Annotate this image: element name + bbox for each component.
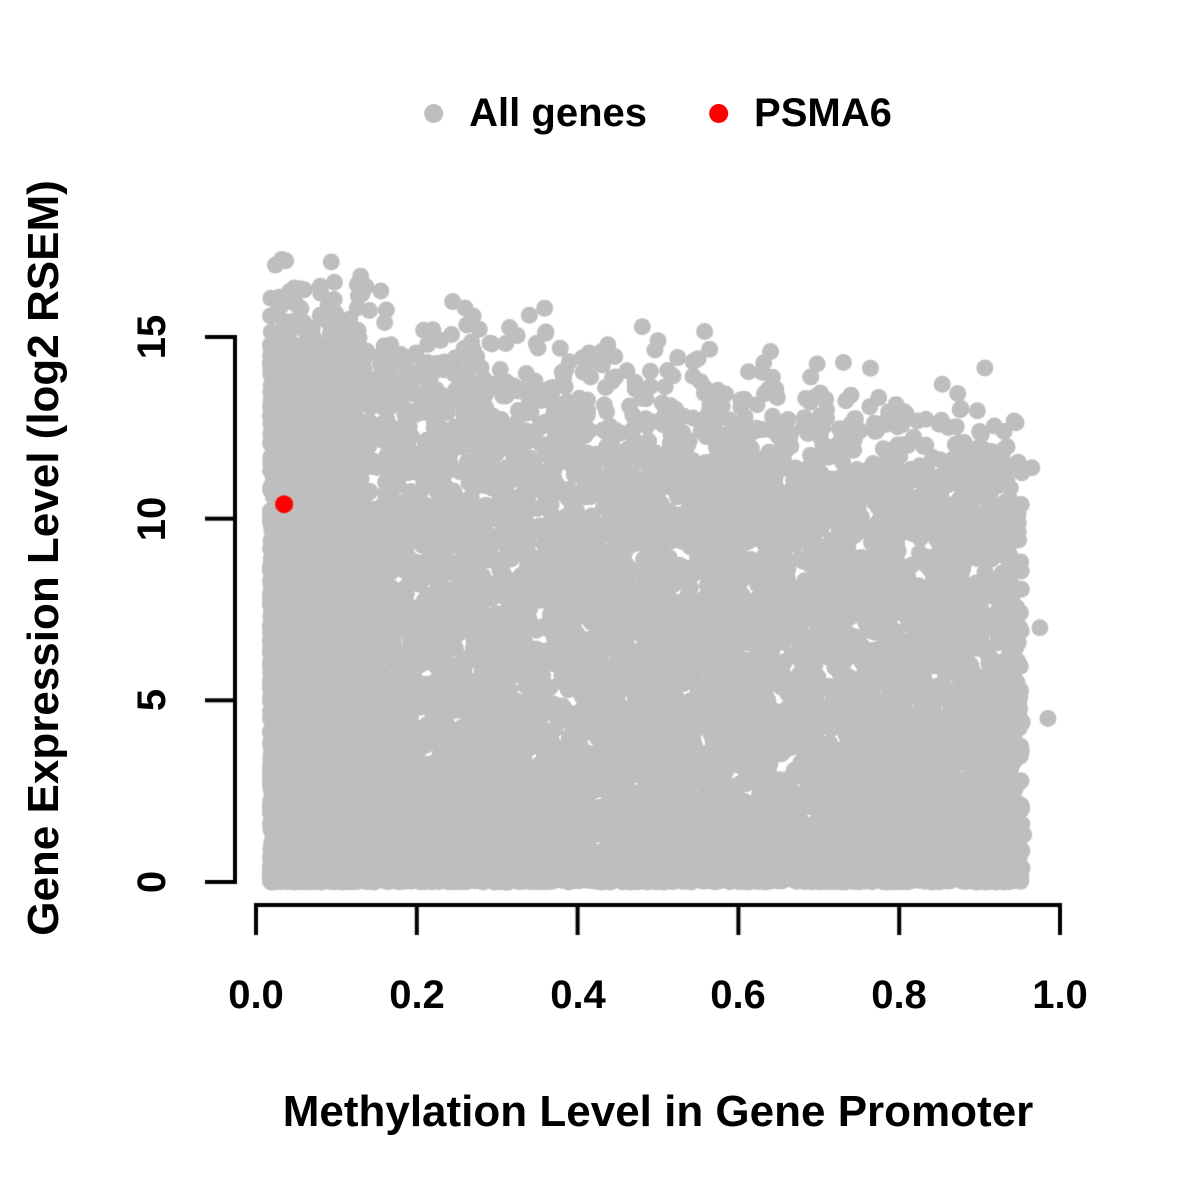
figure-root: All genes PSMA6 Gene Expression Level (l… bbox=[0, 0, 1200, 1200]
scatter-plot-canvas bbox=[0, 0, 1200, 1200]
